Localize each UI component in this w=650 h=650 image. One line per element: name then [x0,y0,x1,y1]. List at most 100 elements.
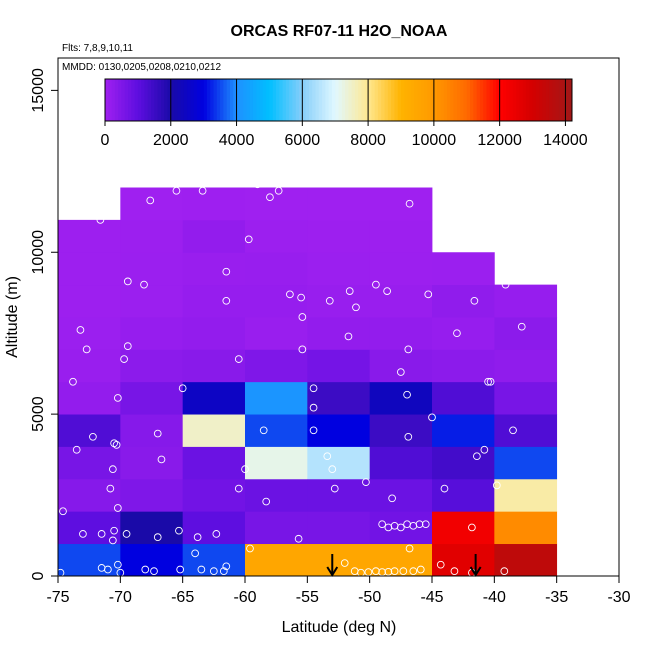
heatmap-cell [369,381,433,415]
colorbar-segment [187,79,192,121]
colorbar-tick-label: 12000 [477,132,522,149]
colorbar-segment [226,79,231,121]
sample-point [122,530,131,538]
colorbar-segment [404,79,409,121]
sample-point [492,481,501,490]
sample-point [501,280,510,289]
heatmap-cell [58,284,121,318]
colorbar-segment [299,79,303,121]
sample-point [403,390,411,399]
colorbar-segment [368,79,372,121]
sample-point [328,465,337,474]
heatmap-cell [245,317,308,350]
x-tick-label: -50 [358,589,381,606]
heatmap-cells [58,187,558,577]
heatmap-cell [307,219,371,253]
colorbar-segment [312,79,316,121]
sample-point [500,567,509,575]
sample-point [108,536,117,545]
sample-point [473,452,481,461]
colorbar-segment [374,79,379,121]
heatmap-cell [182,187,246,221]
sample-point [428,413,436,422]
colorbar-segment [131,79,136,121]
sample-point [141,565,150,574]
y-axis-label: Altitude (m) [4,276,21,358]
sample-point [234,484,243,493]
colorbar-segment [128,79,132,121]
x-tick-label: -60 [233,589,256,606]
colorbar-segment [256,79,261,121]
colorbar-segment [308,79,313,121]
y-tick-label: 0 [30,571,47,580]
sample-point [298,313,307,321]
colorbar-segment [473,79,478,121]
colorbar-tick-label: 0 [101,132,110,149]
sample-point [390,567,399,575]
heatmap-cell [182,511,246,545]
sample-point [470,296,479,305]
colorbar-segment [262,79,267,121]
colorbar-segment [502,79,507,121]
heatmap-cell [369,478,433,512]
heatmap-cell [245,414,308,447]
sample-point [372,567,380,575]
heatmap-cell [432,317,495,350]
sample-point [259,426,268,435]
colorbar-segment [519,79,524,121]
sample-point [241,465,249,474]
sample-point [274,186,283,195]
colorbar-segment [164,79,168,121]
heatmap-cell [494,317,558,350]
sample-point [468,523,476,532]
heatmap-cell [58,252,121,286]
colorbar-segment [414,79,418,121]
sample-point [120,355,128,363]
colorbar-segment [213,79,218,121]
sample-point [97,530,106,538]
colorbar-tick-label: 10000 [412,132,457,149]
heatmap-cell [58,543,121,577]
colorbar-segment [463,79,468,121]
colorbar-segment [223,79,228,121]
colorbar-tick-label: 14000 [543,132,588,149]
colorbar-segment [496,79,501,121]
colorbar-tick-label: 4000 [219,132,255,149]
colorbar-segment [302,79,307,121]
heatmap-cell [307,317,371,350]
colorbar-segment [397,79,402,121]
colorbar-segment [335,79,339,121]
sample-point [480,445,489,454]
heatmap-cell [120,511,184,545]
heatmap-cell [307,252,371,286]
dates-note: MMDD: 0130,0205,0208,0210,0212 [62,62,221,73]
colorbar-segment [460,79,464,121]
colorbar-segment [282,79,287,121]
sample-point [123,342,132,350]
colorbar-segment [206,79,211,121]
heatmap-cell [120,284,184,318]
x-axis-ticks: -75 -70 -65 -60 -55 -50 -45 -40 -35 -30 [46,576,631,606]
sample-point [298,345,307,354]
colorbar-segment [555,79,560,121]
colorbar-segment [437,79,441,121]
heatmap-cell [307,414,371,447]
y-tick-label: 15000 [30,68,47,113]
colorbar-segment [387,79,392,121]
colorbar-segment [512,79,517,121]
heatmap-cell [245,349,308,383]
sample-point [330,484,339,493]
heatmap-cell [369,219,433,253]
heatmap-cell [182,543,246,577]
heatmap-cell [58,414,121,447]
colorbar-segment [259,79,264,121]
colorbar [104,78,573,122]
latitude-markers [326,554,482,577]
colorbar-segment [325,79,330,121]
colorbar-segment [141,79,145,121]
sample-point [76,326,85,334]
colorbar-segment [509,79,514,121]
heatmap-cell [120,543,184,577]
colorbar-segment [539,79,543,121]
colorbar-segment [203,79,208,121]
